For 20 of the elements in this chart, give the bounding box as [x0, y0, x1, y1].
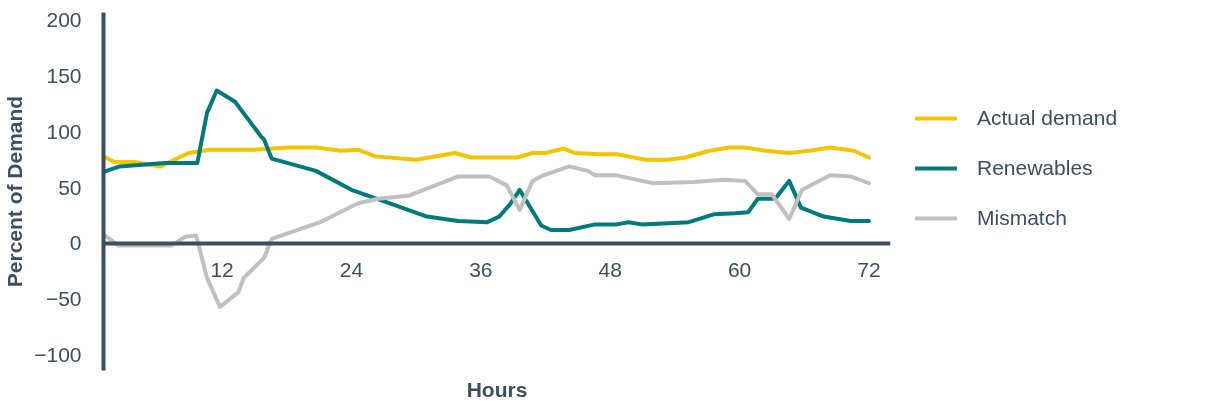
y-tick-label: −100	[34, 342, 82, 366]
x-axis-title: Hours	[466, 377, 528, 401]
legend-label: Actual demand	[977, 106, 1118, 130]
x-tick-label: 60	[727, 258, 752, 282]
y-tick-label: 200	[46, 8, 82, 32]
x-tick-label: 24	[339, 258, 364, 282]
line-series	[103, 88, 871, 232]
legend-label: Mismatch	[977, 206, 1067, 230]
y-tick-label: 150	[46, 64, 82, 88]
x-tick-label: 12	[210, 258, 234, 282]
x-tick-label: 48	[598, 258, 622, 282]
y-axis-title: Percent of Demand	[3, 95, 27, 288]
y-tick-label: 0	[69, 231, 82, 255]
line-series	[103, 145, 871, 169]
x-tick-label: 72	[857, 258, 881, 282]
y-tick-label: 100	[46, 119, 82, 143]
y-tick-label: 50	[58, 175, 82, 199]
y-tick-label: −50	[45, 287, 82, 311]
legend-label: Renewables	[977, 156, 1093, 180]
x-tick-label: 36	[469, 258, 493, 282]
